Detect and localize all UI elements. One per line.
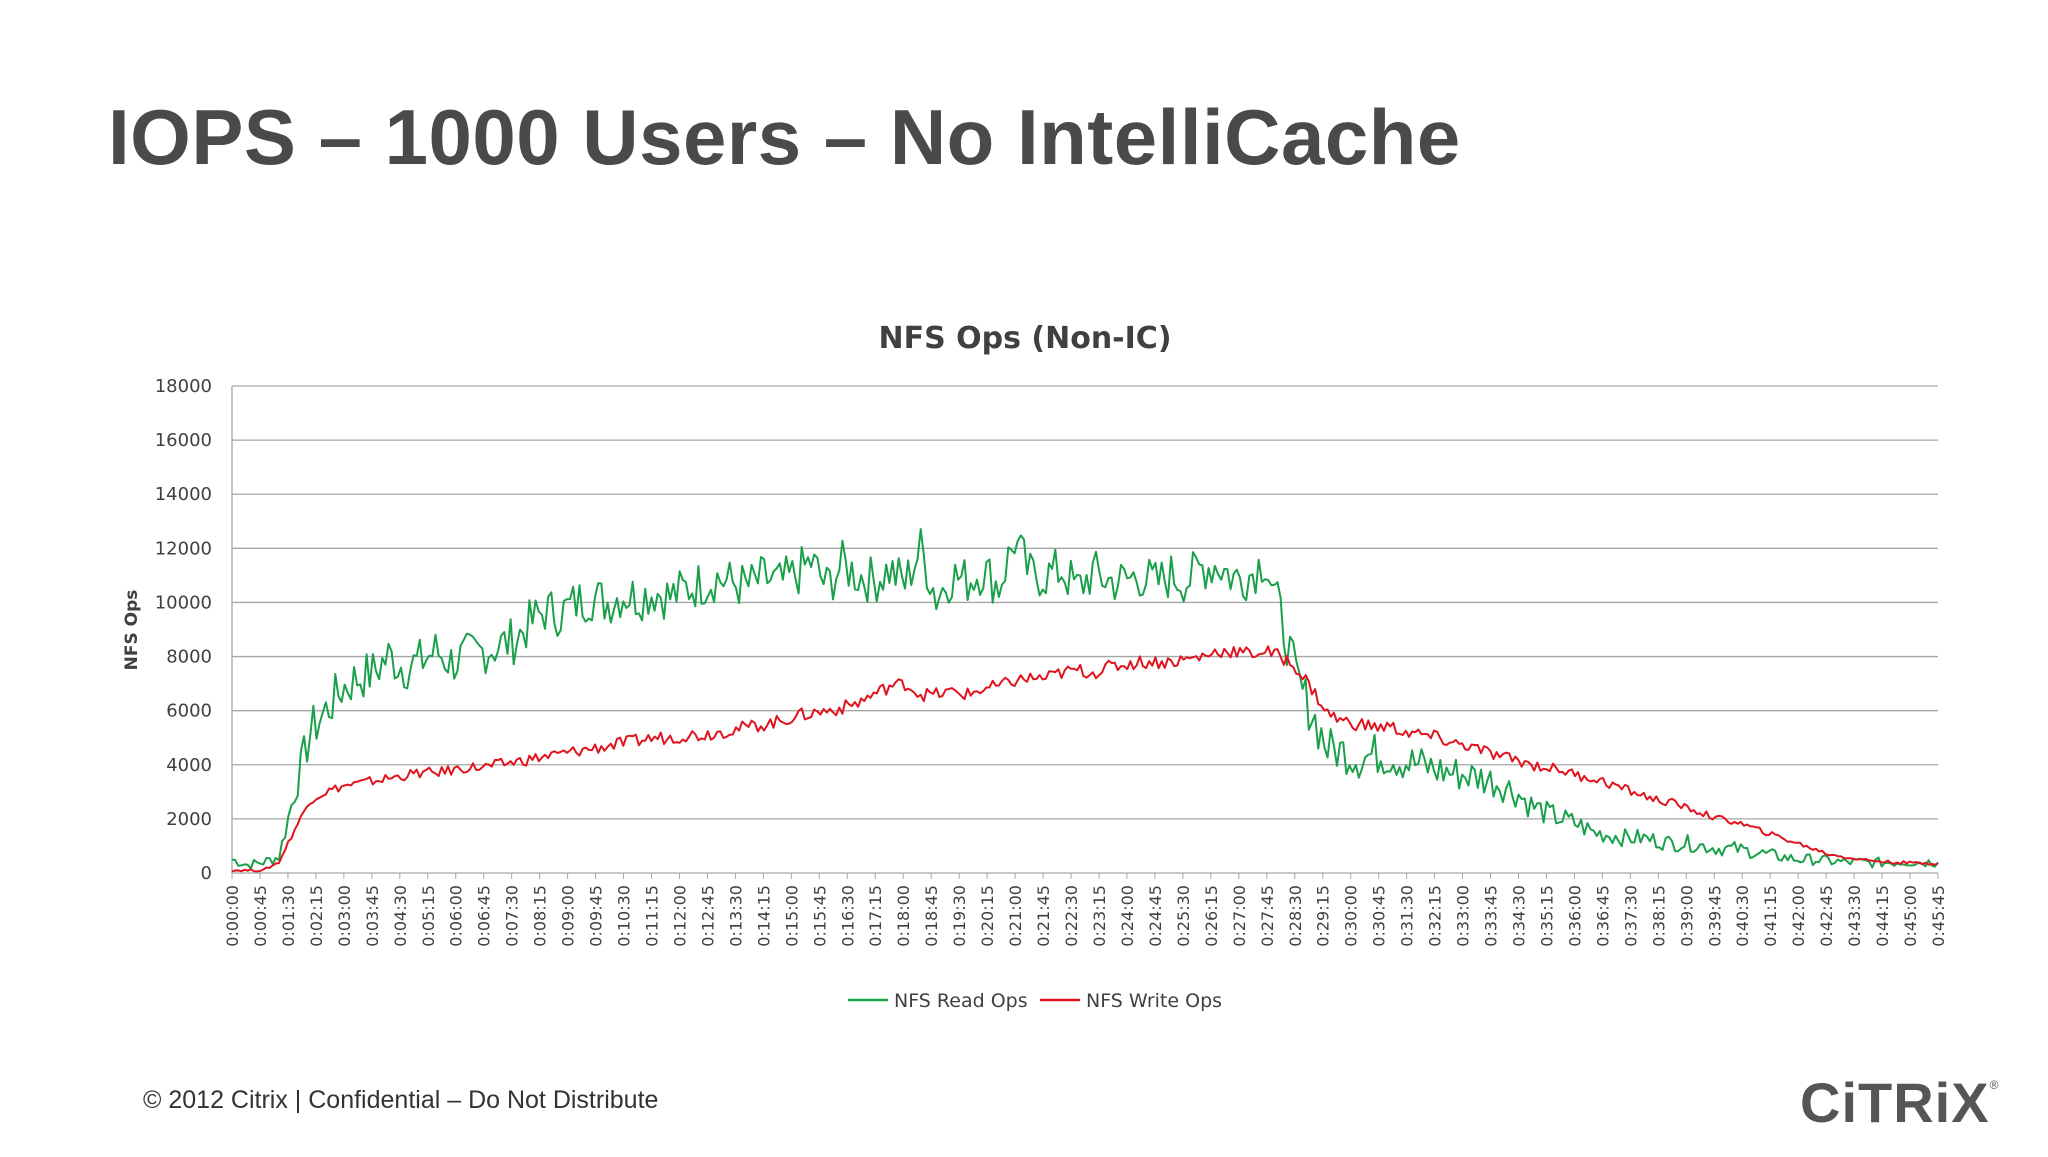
x-tick-label: 0:20:15: [978, 885, 997, 947]
y-tick-label: 14000: [155, 484, 212, 505]
legend: NFS Read Ops NFS Write Ops: [848, 990, 1222, 1012]
x-tick-label: 0:40:30: [1733, 885, 1752, 947]
y-tick-label: 6000: [166, 701, 212, 722]
x-tick-label: 0:35:15: [1537, 885, 1556, 947]
y-tick-labels: 0 2000 4000 6000 8000 10000 12000 14000 16000 180…: [155, 376, 212, 884]
x-tick-label: 0:42:45: [1817, 885, 1836, 947]
x-tick-label: 0:00:00: [223, 885, 242, 947]
series-line-read: [231, 528, 1939, 870]
series-lines: [231, 528, 1939, 873]
x-tick-label: 0:36:45: [1593, 885, 1612, 947]
y-tick-label: 12000: [155, 538, 212, 559]
y-tick-label: 10000: [155, 592, 212, 613]
x-tick-label: 0:27:00: [1230, 885, 1249, 947]
y-tick-label: 18000: [155, 376, 212, 397]
x-tick-label: 0:24:00: [1118, 885, 1137, 947]
x-tick-label: 0:41:15: [1761, 885, 1780, 947]
x-tick-label: 0:04:30: [391, 885, 410, 947]
x-tick-label: 0:05:15: [419, 885, 438, 947]
page-title: IOPS – 1000 Users – No IntelliCache: [108, 93, 1461, 181]
x-tick-label: 0:36:00: [1565, 885, 1584, 947]
x-tick-label: 0:03:00: [335, 885, 354, 947]
x-tick-label: 0:06:45: [475, 885, 494, 947]
x-tick-label: 0:00:45: [251, 885, 270, 947]
x-tick-label: 0:03:45: [363, 885, 382, 947]
x-tick-label: 0:15:00: [782, 885, 801, 947]
x-tick-label: 0:21:00: [1006, 885, 1025, 947]
x-tick-label: 0:34:30: [1509, 885, 1528, 947]
x-tick-label: 0:18:00: [894, 885, 913, 947]
registered-mark: ®: [1989, 1078, 2000, 1092]
x-tick-label: 0:39:45: [1705, 885, 1724, 947]
x-tick-label: 0:28:30: [1286, 885, 1305, 947]
x-tick-label: 0:12:45: [698, 885, 717, 947]
x-tick-label: 0:43:30: [1845, 885, 1864, 947]
y-tick-label: 4000: [166, 755, 212, 776]
series-line-write: [231, 645, 1939, 873]
x-tick-label: 0:42:00: [1789, 885, 1808, 947]
footer-confidential: © 2012 Citrix | Confidential – Do Not Di…: [143, 1086, 659, 1114]
x-tick-label: 0:25:30: [1174, 885, 1193, 947]
x-tick-label: 0:33:45: [1482, 885, 1501, 947]
x-tick-label: 0:21:45: [1034, 885, 1053, 947]
x-tick-label: 0:15:45: [810, 885, 829, 947]
x-tick-label: 0:38:15: [1649, 885, 1668, 947]
x-tick-label: 0:37:30: [1621, 885, 1640, 947]
legend-label-write: NFS Write Ops: [1086, 990, 1222, 1012]
x-tick-label: 0:07:30: [503, 885, 522, 947]
x-tick-label: 0:23:15: [1090, 885, 1109, 947]
gridlines: [231, 385, 1938, 874]
x-tick-label: 0:09:45: [587, 885, 606, 947]
x-tick-label: 0:13:30: [726, 885, 745, 947]
citrix-logo: CiTRiX®: [1800, 1070, 1999, 1135]
x-tick-label: 0:22:30: [1062, 885, 1081, 947]
x-tick-label: 0:45:00: [1901, 885, 1920, 947]
x-tick-label: 0:18:45: [922, 885, 941, 947]
x-tick-label: 0:16:30: [838, 885, 857, 947]
x-tick-label: 0:29:15: [1314, 885, 1333, 947]
x-tick-label: 0:10:30: [615, 885, 634, 947]
x-tick-label: 0:11:15: [643, 885, 662, 947]
x-tick-label: 0:26:15: [1202, 885, 1221, 947]
x-tick-label: 0:44:15: [1873, 885, 1892, 947]
x-tick-label: 0:31:30: [1398, 885, 1417, 947]
x-tick-label: 0:08:15: [531, 885, 550, 947]
x-tick-label: 0:17:15: [866, 885, 885, 947]
legend-label-read: NFS Read Ops: [894, 990, 1028, 1012]
y-tick-label: 8000: [166, 647, 212, 668]
x-tick-label: 0:14:15: [754, 885, 773, 947]
logo-wordmark: CiTRiX: [1800, 1071, 1990, 1134]
x-tick-label: 0:39:00: [1677, 885, 1696, 947]
y-tick-label: 2000: [166, 809, 212, 830]
chart-title: NFS Ops (Non-IC): [878, 321, 1171, 356]
x-tick-label: 0:27:45: [1258, 885, 1277, 947]
x-tick-label: 0:45:45: [1929, 885, 1948, 947]
x-tick-label: 0:30:00: [1342, 885, 1361, 947]
x-tick-labels: 0:00:00 0:00:45 0:01:30 0:02:15 0:03:00 0:03:…: [223, 873, 1948, 947]
x-tick-label: 0:12:00: [670, 885, 689, 947]
x-tick-label: 0:01:30: [279, 885, 298, 947]
y-tick-label: 0: [201, 863, 212, 884]
x-tick-label: 0:30:45: [1370, 885, 1389, 947]
x-tick-label: 0:19:30: [950, 885, 969, 947]
x-tick-label: 0:24:45: [1146, 885, 1165, 947]
x-tick-label: 0:09:00: [559, 885, 578, 947]
x-tick-label: 0:02:15: [307, 885, 326, 947]
y-axis-label: NFS Ops: [122, 590, 142, 671]
y-tick-label: 16000: [155, 430, 212, 451]
x-tick-label: 0:33:00: [1454, 885, 1473, 947]
x-tick-label: 0:06:00: [447, 885, 466, 947]
x-tick-label: 0:32:15: [1426, 885, 1445, 947]
